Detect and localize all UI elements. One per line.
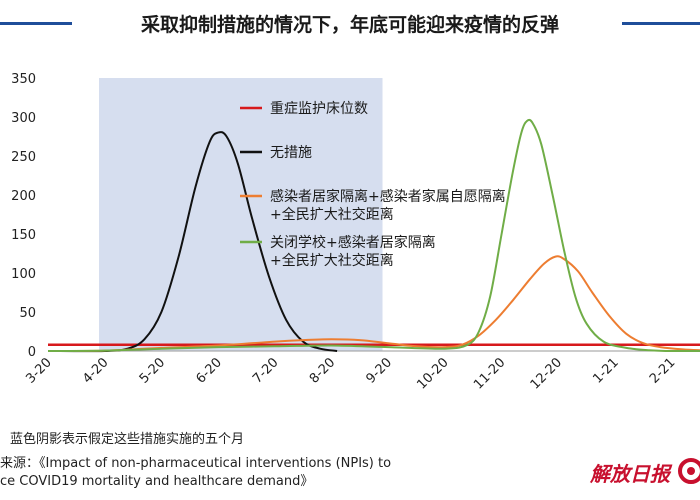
shade-note: 蓝色阴影表示假定这些措施实施的五个月 <box>10 432 245 447</box>
intervention-shade <box>99 78 383 351</box>
y-tick-label: 0 <box>28 345 36 360</box>
y-tick-label: 350 <box>11 72 36 87</box>
y-tick-label: 250 <box>11 150 36 165</box>
series-line-1 <box>47 131 338 353</box>
legend-label-1: 无措施 <box>270 145 312 161</box>
page-title: 采取抑制措施的情况下，年底可能迎来疫情的反弹 <box>140 14 559 36</box>
x-tick-label: 2-21 <box>647 355 678 386</box>
legend-label-0: 重症监护床位数 <box>270 101 368 117</box>
x-tick-label: 11-20 <box>471 355 508 392</box>
y-tick-label: 50 <box>19 306 36 321</box>
y-tick-label: 300 <box>11 111 36 126</box>
source-line-2: ce COVID19 mortality and healthcare dema… <box>0 474 314 489</box>
x-tick-label: 7-20 <box>250 355 281 386</box>
x-tick-label: 4-20 <box>80 355 111 386</box>
series-line-2 <box>47 255 700 352</box>
legend-label-3: 关闭学校+感染者居家隔离 <box>270 234 436 251</box>
y-tick-label: 100 <box>11 267 36 282</box>
source-line-1: 来源：《Impact of non-pharmaceutical interve… <box>0 456 392 471</box>
x-tick-label: 8-20 <box>307 355 338 386</box>
legend-label-2: +全民扩大社交距离 <box>270 206 394 223</box>
title-rule-right <box>622 22 700 25</box>
y-tick-label: 150 <box>11 228 36 243</box>
x-tick-label: 9-20 <box>364 355 395 386</box>
series-line-3 <box>47 118 700 353</box>
y-tick-label: 200 <box>11 189 36 204</box>
title-rule-left <box>0 22 72 25</box>
x-tick-label: 12-20 <box>528 355 565 392</box>
x-tick-label: 5-20 <box>137 355 168 386</box>
x-tick-label: 10-20 <box>414 355 451 392</box>
source-citation: 来源：《Impact of non-pharmaceutical interve… <box>0 455 391 491</box>
newspaper-logo: 解放日报 <box>590 462 670 486</box>
logo-mark-icon <box>678 458 700 484</box>
x-tick-label: 1-21 <box>590 355 621 386</box>
x-tick-label: 6-20 <box>193 355 224 386</box>
title-bar: 采取抑制措施的情况下，年底可能迎来疫情的反弹 <box>0 0 700 50</box>
legend-label-3: +全民扩大社交距离 <box>270 252 394 269</box>
legend-label-2: 感染者居家隔离+感染者家属自愿隔离 <box>270 188 506 205</box>
